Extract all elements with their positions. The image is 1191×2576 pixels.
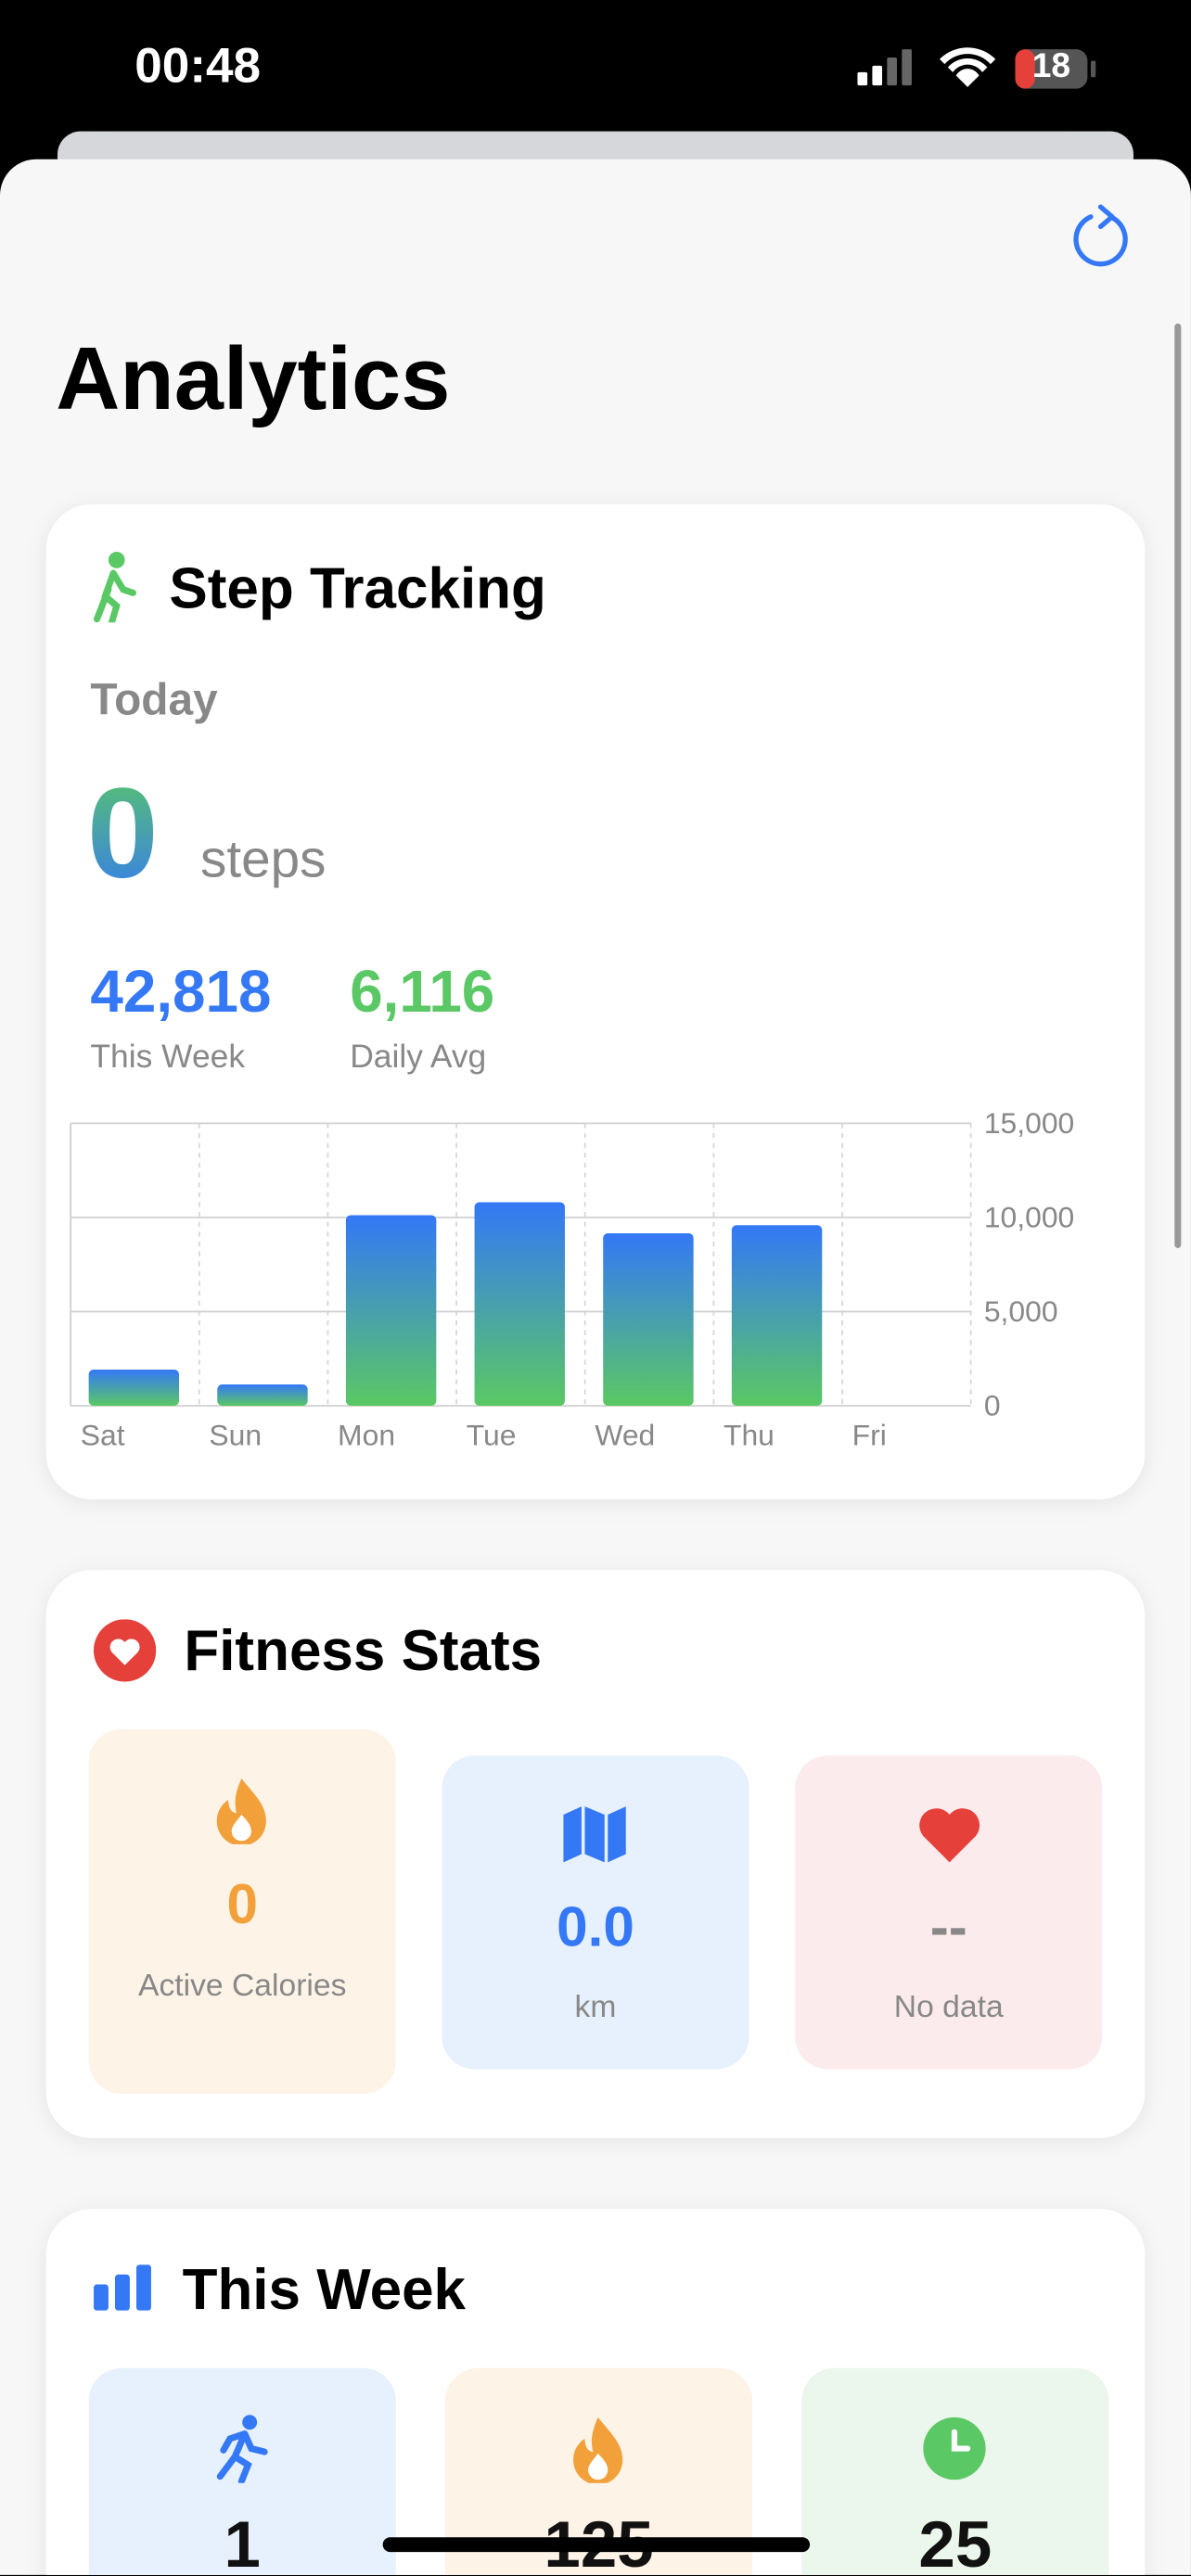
- bar: [345, 1215, 437, 1406]
- x-tick-label: Wed: [595, 1418, 655, 1451]
- heart-icon: [93, 1619, 157, 1682]
- stat-tile: 25: [801, 2367, 1109, 2575]
- bar: [474, 1202, 565, 1406]
- card-title: This Week: [182, 2258, 467, 2323]
- home-indicator: [382, 2537, 811, 2553]
- tile-label: Active Calories: [138, 1969, 347, 2004]
- tile-value: --: [929, 1896, 967, 1959]
- stat-label: Daily Avg: [350, 1039, 487, 1077]
- today-unit: steps: [200, 829, 327, 889]
- clock-icon: [923, 2417, 986, 2480]
- tile-value: 0.0: [557, 1896, 634, 1959]
- map-icon: [563, 1806, 626, 1863]
- x-tick-label: Fri: [852, 1418, 887, 1451]
- stat-value: 42,818: [90, 957, 272, 1026]
- fitness-card: Fitness Stats 0 Active Calories 0.0 km -…: [45, 1570, 1146, 2138]
- y-tick-label: 0: [984, 1389, 1001, 1422]
- stat-tile: 1: [88, 2367, 396, 2575]
- y-tick-label: 15,000: [984, 1106, 1074, 1140]
- run-icon: [216, 2415, 268, 2483]
- x-tick-label: Mon: [338, 1418, 395, 1451]
- tile-value: 25: [918, 2509, 992, 2575]
- status-time: 00:48: [134, 39, 262, 94]
- period: Today: [90, 674, 218, 725]
- x-tick-label: Tue: [467, 1418, 517, 1451]
- flame-icon: [573, 2417, 623, 2483]
- card-title: Fitness Stats: [184, 1619, 543, 1684]
- refresh-button[interactable]: [1068, 202, 1136, 271]
- tile-value: 1: [224, 2509, 261, 2575]
- heart-icon: [919, 1808, 980, 1863]
- step-card: Step Tracking Today 0 steps 42,818 This …: [45, 504, 1146, 1499]
- x-tick-label: Thu: [724, 1418, 775, 1451]
- y-tick-label: 5,000: [984, 1294, 1058, 1328]
- bar: [731, 1225, 823, 1406]
- card-title: Step Tracking: [169, 556, 546, 621]
- flame-icon: [216, 1778, 266, 1844]
- bar: [88, 1369, 180, 1406]
- today-steps: 0: [87, 759, 159, 908]
- stat-label: This Week: [90, 1039, 246, 1077]
- tile-label: km: [574, 1990, 617, 2025]
- stat-tile: 0 Active Calories: [88, 1728, 396, 2095]
- bar: [217, 1384, 308, 1406]
- scrollbar: [1174, 323, 1182, 1248]
- page-title: Analytics: [56, 329, 451, 429]
- x-tick-label: Sat: [81, 1418, 125, 1451]
- tile-label: No data: [893, 1990, 1004, 2025]
- stat-tile: 0.0 km: [442, 1755, 749, 2070]
- tile-value: 0: [226, 1873, 258, 1937]
- step-chart: 0 5,000 10,000 15,000 Sat Sun Mon Tue Wed Thu Fri: [70, 1106, 1074, 1451]
- x-tick-label: Sun: [209, 1418, 262, 1451]
- stat-tile: -- No data: [795, 1755, 1103, 2070]
- week-card: This Week 1 125 25: [45, 2208, 1146, 2575]
- walk-icon: [93, 552, 136, 623]
- y-tick-label: 10,000: [984, 1201, 1074, 1234]
- stat-value: 6,116: [350, 957, 495, 1026]
- status-icons: [857, 47, 1096, 89]
- bars-icon: [93, 2264, 151, 2311]
- bar: [603, 1232, 694, 1406]
- battery-level: 18: [1031, 47, 1071, 86]
